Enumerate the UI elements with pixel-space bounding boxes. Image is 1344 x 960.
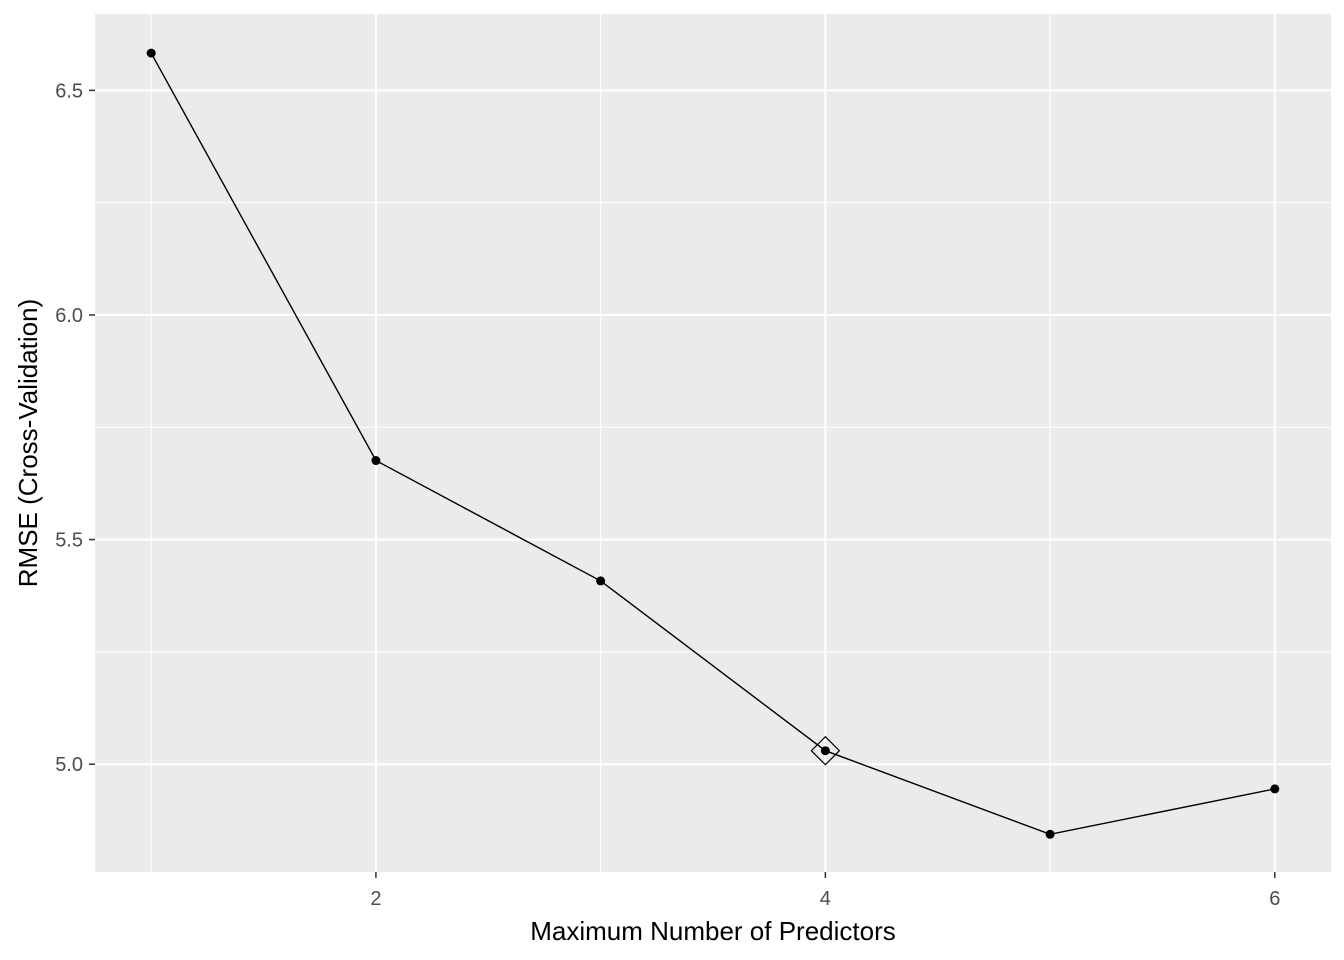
- y-tick-label: 6.5: [55, 80, 83, 102]
- highlight-layer: [810, 735, 841, 766]
- axis-ticks: [89, 89, 1276, 878]
- x-axis-title: Maximum Number of Predictors: [530, 916, 896, 946]
- y-tick-label: 5.0: [55, 754, 83, 776]
- data-point: [146, 48, 156, 58]
- y-tick-label: 5.5: [55, 530, 83, 552]
- data-point: [596, 576, 606, 586]
- data-point: [371, 456, 381, 466]
- series-line: [150, 52, 1275, 835]
- minor-gridlines: [95, 14, 1331, 872]
- data-point: [1270, 784, 1280, 794]
- plot-panel: [95, 14, 1331, 872]
- x-tick-label: 2: [370, 888, 381, 910]
- selected-point-marker: [810, 735, 841, 766]
- x-tick-label: 6: [1269, 888, 1280, 910]
- y-tick-label: 6.0: [55, 305, 83, 327]
- major-gridlines: [95, 14, 1331, 872]
- series-layer: [146, 48, 1280, 839]
- tick-labels: 2 4 6 5.0 5.5 6.0 6.5: [55, 80, 1280, 910]
- y-axis-title: RMSE (Cross-Validation): [13, 299, 43, 587]
- data-point: [820, 746, 830, 756]
- x-tick-label: 4: [820, 888, 831, 910]
- data-point: [1045, 829, 1055, 839]
